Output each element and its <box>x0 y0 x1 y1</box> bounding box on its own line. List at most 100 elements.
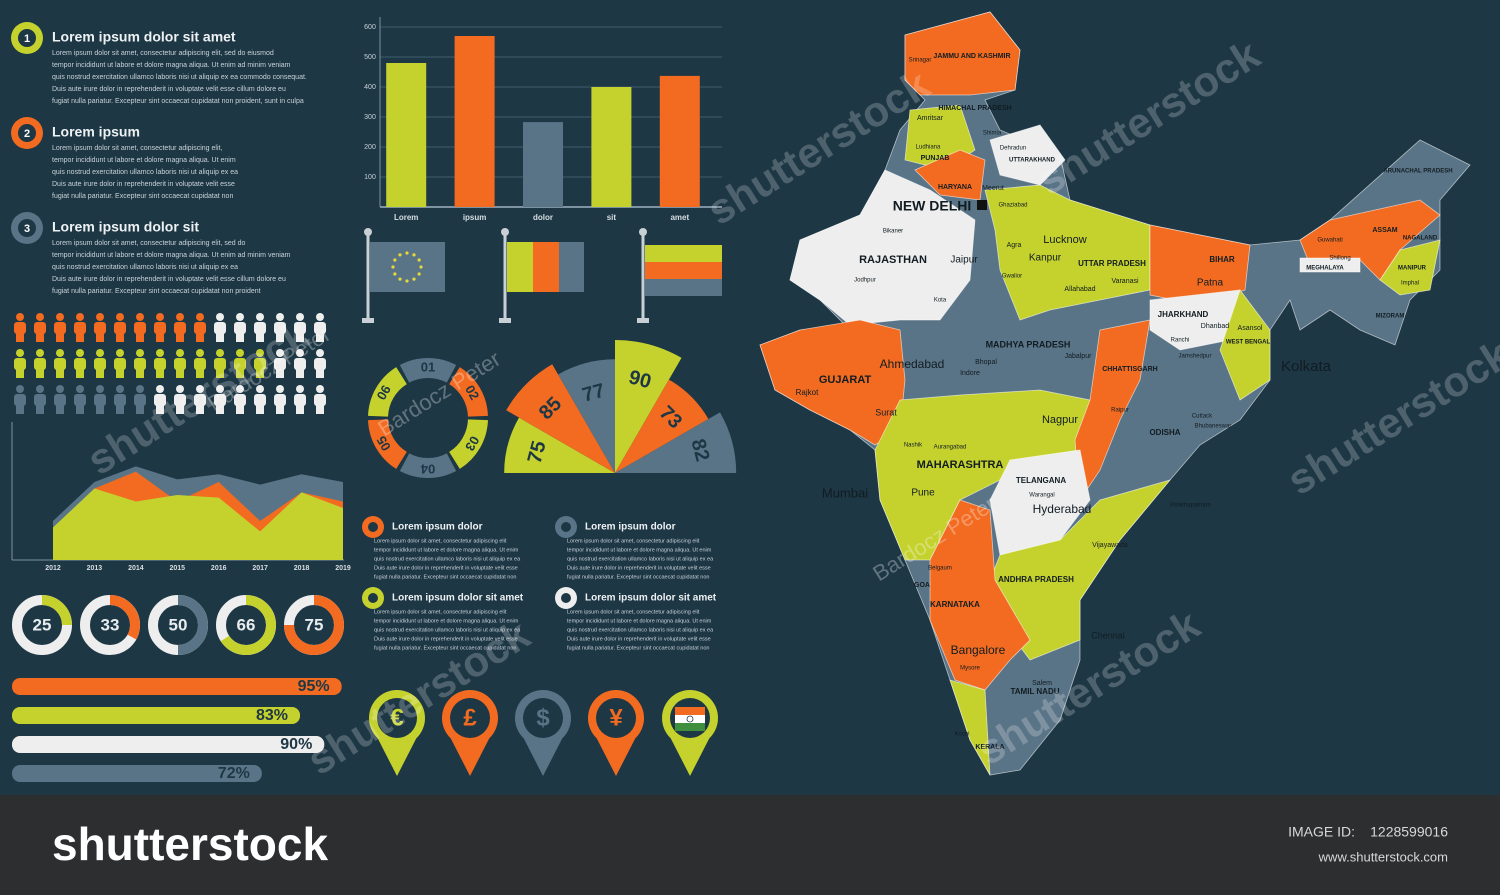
person-head <box>156 385 164 393</box>
bar <box>454 36 495 207</box>
person-body <box>134 394 146 406</box>
person-head <box>216 313 224 321</box>
city-label: Cuttack <box>1192 414 1213 420</box>
state-label: UTTARAKHAND <box>1009 158 1056 164</box>
person-head <box>176 349 184 357</box>
block-body: Duis aute irure dolor in reprehenderit i… <box>567 565 711 571</box>
block-body: Lorem ipsum dolor sit amet, consectetur … <box>567 609 700 615</box>
person-legs <box>236 332 244 342</box>
donut-arc <box>178 595 208 655</box>
capital-marker <box>977 200 987 210</box>
city-label: Dehradun <box>1000 146 1026 152</box>
rose-wedge <box>504 417 615 473</box>
person-icon <box>74 313 86 342</box>
flag-stripe <box>507 242 533 292</box>
ring-segment <box>399 453 457 479</box>
block-marker-inner <box>561 522 571 532</box>
person-legs <box>116 368 124 378</box>
ring-segment <box>399 357 457 383</box>
city-label: Imphal <box>1401 281 1419 287</box>
person-legs <box>36 368 44 378</box>
section-body: quis nostrud exercitation ullamco labori… <box>52 74 307 81</box>
city-label: Meerut <box>982 185 1004 192</box>
section-body: quis nostrud exercitation ullamco labori… <box>52 264 238 271</box>
person-head <box>116 349 124 357</box>
person-icon <box>134 349 146 378</box>
person-icon <box>234 349 246 378</box>
person-head <box>176 385 184 393</box>
person-body <box>54 394 66 406</box>
person-body <box>34 322 46 334</box>
person-body <box>94 394 106 406</box>
state-label: BIHAR <box>1209 255 1235 264</box>
person-body <box>14 394 26 406</box>
map-region <box>914 149 986 201</box>
image-id-label: IMAGE ID: <box>1288 824 1355 840</box>
city-label: Jaipur <box>950 255 978 266</box>
person-head <box>256 313 264 321</box>
flag-stripe <box>559 242 584 292</box>
donut-label: 75 <box>305 615 324 634</box>
eu-stars <box>391 251 423 283</box>
person-legs <box>76 332 84 342</box>
person-legs <box>176 404 184 414</box>
flag-base <box>499 318 511 323</box>
city-label: Shillong <box>1329 256 1350 262</box>
person-legs <box>56 368 64 378</box>
person-legs <box>256 368 264 378</box>
person-body <box>254 358 266 370</box>
map-region <box>1074 319 1151 502</box>
person-head <box>16 385 24 393</box>
block-body: Duis aute irure dolor in reprehenderit i… <box>567 636 711 642</box>
star <box>398 253 402 257</box>
person-body <box>14 358 26 370</box>
person-legs <box>96 368 104 378</box>
flag-base <box>637 318 649 323</box>
city-label: Gwalior <box>1002 274 1022 280</box>
person-icon <box>174 349 186 378</box>
person-icon <box>254 385 266 414</box>
person-legs <box>76 368 84 378</box>
person-legs <box>116 332 124 342</box>
block-body: Lorem ipsum dolor sit amet, consectetur … <box>374 538 507 544</box>
city-label: Nashik <box>904 443 923 449</box>
person-body <box>214 322 226 334</box>
y-tick-label: 400 <box>364 84 376 91</box>
flag-knob <box>364 228 372 236</box>
x-tick-label: 2018 <box>294 565 310 572</box>
person-legs <box>216 404 224 414</box>
person-head <box>96 385 104 393</box>
block-body: fugiat nulla pariatur. Excepteur sint oc… <box>374 574 516 580</box>
section-badge-inner <box>18 124 36 142</box>
state-label: RAJASTHAN <box>859 254 927 266</box>
person-head <box>136 313 144 321</box>
pin-shape <box>668 733 712 776</box>
progress-bar <box>12 736 325 753</box>
x-tick-label: 2016 <box>211 565 227 572</box>
ring-segment <box>368 367 407 417</box>
donut-arc <box>220 595 276 655</box>
state-label: ODISHA <box>1149 428 1180 437</box>
donut-label: 66 <box>237 615 256 634</box>
donut-label: 33 <box>101 615 120 634</box>
person-icon <box>34 313 46 342</box>
person-legs <box>316 368 324 378</box>
person-head <box>216 349 224 357</box>
map-region <box>984 184 1151 321</box>
state-label: PUNJAB <box>921 155 950 162</box>
rose-wedge <box>506 364 615 473</box>
map-region <box>929 499 1031 691</box>
person-legs <box>196 404 204 414</box>
person-icon <box>94 385 106 414</box>
city-label: Varanasi <box>1111 278 1139 285</box>
x-tick-label: 2013 <box>87 565 103 572</box>
state-label: NAGALAND <box>1403 236 1438 242</box>
person-legs <box>216 332 224 342</box>
person-legs <box>156 368 164 378</box>
block-title: Lorem ipsum dolor <box>585 522 676 533</box>
person-head <box>76 313 84 321</box>
star <box>393 258 397 262</box>
section-body: tempor incididunt ut labore et dolore ma… <box>52 252 291 259</box>
pin-symbol: $ <box>536 704 550 731</box>
